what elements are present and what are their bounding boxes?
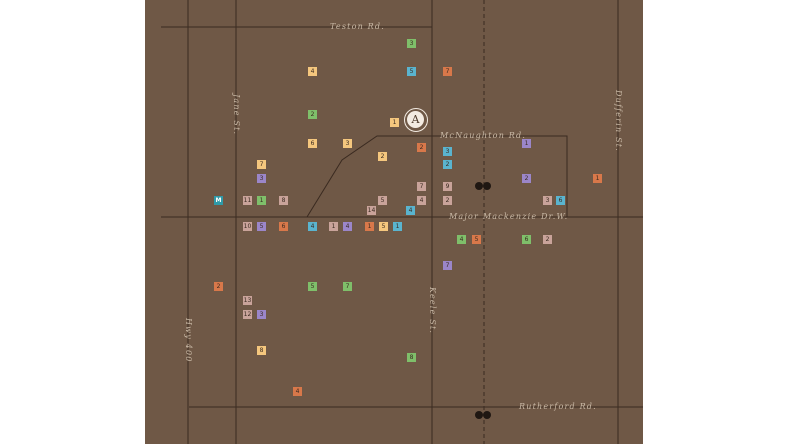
location-marker[interactable]: 8 <box>279 196 288 205</box>
location-marker[interactable]: 6 <box>279 222 288 231</box>
rutherford-road-label: Rutherford Rd. <box>519 402 597 411</box>
location-marker[interactable]: 10 <box>243 222 252 231</box>
location-marker[interactable]: 1 <box>257 196 266 205</box>
location-marker[interactable]: 7 <box>443 67 452 76</box>
keele-street-label: Keele St. <box>428 287 437 335</box>
location-marker[interactable]: 2 <box>214 282 223 291</box>
location-marker[interactable]: 2 <box>308 110 317 119</box>
location-marker[interactable]: 4 <box>308 222 317 231</box>
location-marker[interactable]: 8 <box>407 353 416 362</box>
location-marker[interactable]: 5 <box>472 235 481 244</box>
location-marker[interactable]: 2 <box>443 160 452 169</box>
mcnaughton-road-label: McNaughton Rd. <box>440 131 527 140</box>
location-marker[interactable]: 7 <box>257 160 266 169</box>
dufferin-street-label: Dufferin St. <box>614 90 623 152</box>
location-marker[interactable]: 7 <box>343 282 352 291</box>
location-marker[interactable]: 3 <box>407 39 416 48</box>
location-marker[interactable]: 7 <box>443 261 452 270</box>
location-marker[interactable]: 1 <box>393 222 402 231</box>
location-marker[interactable]: 2 <box>443 196 452 205</box>
location-marker[interactable]: 11 <box>243 196 252 205</box>
location-marker[interactable]: 13 <box>243 296 252 305</box>
location-marker[interactable]: 5 <box>308 282 317 291</box>
location-marker[interactable]: 1 <box>365 222 374 231</box>
location-marker[interactable]: 1 <box>390 118 399 127</box>
location-marker[interactable]: 14 <box>367 206 376 215</box>
location-marker[interactable]: 8 <box>257 346 266 355</box>
location-marker[interactable]: 4 <box>343 222 352 231</box>
location-marker[interactable]: 5 <box>407 67 416 76</box>
location-marker[interactable]: 1 <box>522 139 531 148</box>
location-marker[interactable]: 3 <box>343 139 352 148</box>
location-marker[interactable]: 3 <box>257 174 266 183</box>
location-marker[interactable]: 2 <box>543 235 552 244</box>
map-panel[interactable]: Teston Rd. McNaughton Rd. Major Mackenzi… <box>145 0 643 444</box>
location-marker[interactable]: 1 <box>593 174 602 183</box>
hwy400-label: Hwy 400 <box>184 318 193 363</box>
location-marker[interactable]: 6 <box>556 196 565 205</box>
mcnaughton-road-line <box>306 135 568 218</box>
road-network <box>161 0 643 444</box>
location-marker[interactable]: 12 <box>243 310 252 319</box>
location-marker[interactable]: 5 <box>378 196 387 205</box>
location-marker[interactable]: 7 <box>417 182 426 191</box>
location-marker[interactable]: 6 <box>308 139 317 148</box>
location-marker[interactable]: 3 <box>443 147 452 156</box>
location-marker[interactable]: 5 <box>257 222 266 231</box>
location-marker[interactable]: M <box>214 196 223 205</box>
location-marker[interactable]: 2 <box>417 143 426 152</box>
location-marker[interactable]: 4 <box>457 235 466 244</box>
location-marker[interactable]: 2 <box>522 174 531 183</box>
location-marker[interactable]: 4 <box>406 206 415 215</box>
teston-road-label: Teston Rd. <box>330 22 385 31</box>
major-mackenzie-road-label: Major Mackenzie Dr.W. <box>449 212 569 221</box>
location-marker[interactable]: 6 <box>522 235 531 244</box>
location-marker[interactable]: 3 <box>257 310 266 319</box>
go-transit-icon <box>475 182 492 191</box>
location-marker[interactable]: 2 <box>378 152 387 161</box>
anchor-a-marker[interactable]: A <box>404 108 428 132</box>
anchor-a-label: A <box>407 111 424 128</box>
location-marker[interactable]: 1 <box>329 222 338 231</box>
location-marker[interactable]: 5 <box>379 222 388 231</box>
jane-street-label: Jane St. <box>232 94 241 136</box>
go-transit-icon <box>475 411 492 420</box>
location-marker[interactable]: 3 <box>543 196 552 205</box>
location-marker[interactable]: 9 <box>443 182 452 191</box>
location-marker[interactable]: 4 <box>293 387 302 396</box>
location-marker[interactable]: 4 <box>308 67 317 76</box>
location-marker[interactable]: 4 <box>417 196 426 205</box>
